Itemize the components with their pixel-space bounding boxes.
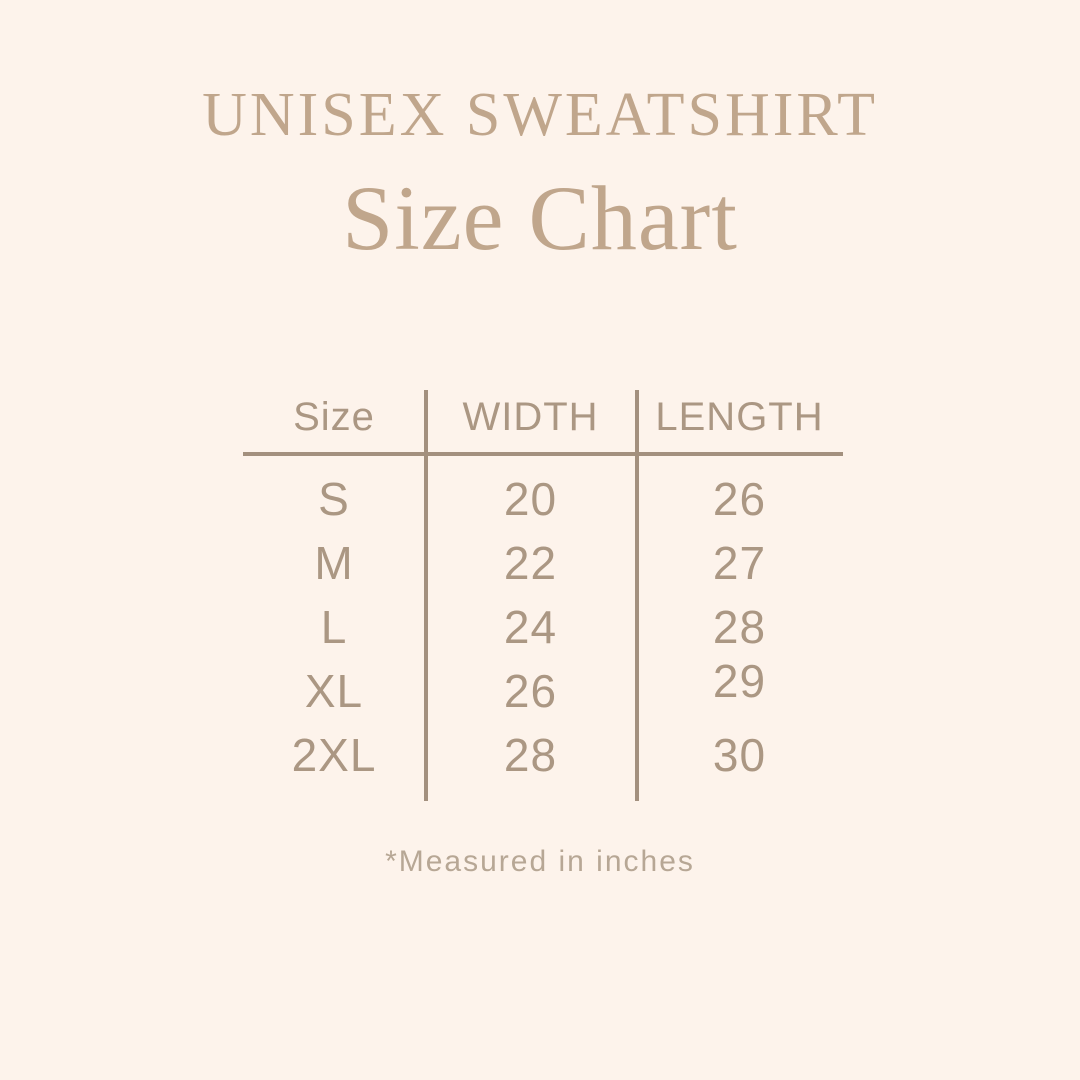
size-label: S: [318, 473, 350, 525]
table-body: S 20 26 M 22 27 L 24 28 XL 26 29 2XL: [243, 467, 843, 787]
column-divider-width-length: [635, 390, 639, 801]
width-value: 20: [503, 473, 558, 525]
column-header-size: Size: [293, 394, 375, 439]
width-value: 26: [503, 665, 558, 717]
size-label: XL: [304, 665, 364, 717]
measurement-note: *Measured in inches: [385, 845, 695, 878]
width-value: 28: [503, 729, 558, 781]
width-value: 24: [503, 601, 558, 653]
column-divider-size-width: [424, 390, 428, 801]
length-value: 27: [712, 537, 767, 589]
length-value: 26: [712, 473, 767, 525]
length-value: 29: [712, 655, 767, 707]
table-row-xl: XL 26 29: [243, 655, 843, 723]
product-title: UNISEX SWEATSHIRT: [202, 81, 878, 149]
column-header-length: LENGTH: [655, 394, 824, 439]
page-title: Size Chart: [342, 167, 738, 269]
width-value: 22: [503, 537, 558, 589]
length-value: 28: [712, 601, 767, 653]
table-header-row: Size WIDTH LENGTH: [243, 382, 843, 452]
size-label: M: [314, 537, 354, 589]
header-rule-line: [243, 452, 843, 456]
size-label: L: [320, 601, 348, 653]
table-row-m: M 22 27: [243, 531, 843, 595]
length-value: 30: [712, 729, 767, 781]
table-row-2xl: 2XL 28 30: [243, 723, 843, 787]
table-row-s: S 20 26: [243, 467, 843, 531]
column-header-width: WIDTH: [462, 394, 599, 439]
size-label: 2XL: [291, 729, 377, 781]
size-table: Size WIDTH LENGTH S 20 26 M 22 27 L 24 2…: [243, 382, 843, 787]
table-row-l: L 24 28: [243, 595, 843, 659]
